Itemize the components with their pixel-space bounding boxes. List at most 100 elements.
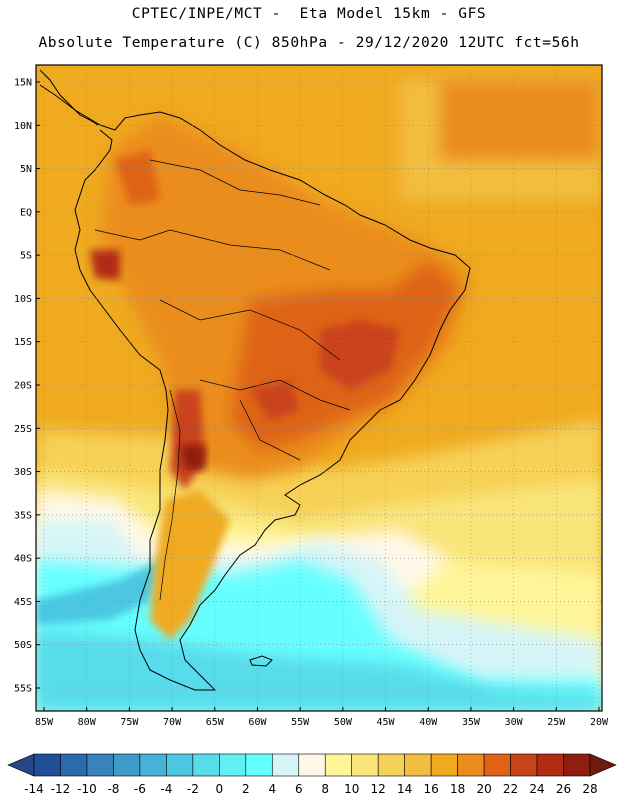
central-america-coast <box>39 69 99 126</box>
legend-swatch <box>166 753 194 777</box>
legend-swatch <box>33 753 61 777</box>
lon-label: 45W <box>377 717 396 728</box>
field-peru-hot <box>90 250 120 280</box>
legend-swatch <box>219 753 247 777</box>
legend-swatch <box>192 753 220 777</box>
legend-arrow-right <box>589 753 617 777</box>
lat-label: 25S <box>14 424 32 435</box>
lon-label: 35W <box>462 717 481 728</box>
lat-label: 35S <box>14 510 32 521</box>
legend-swatch <box>351 753 379 777</box>
falklands <box>249 655 273 667</box>
field-patagonia <box>150 490 230 640</box>
legend-swatch <box>457 753 485 777</box>
field-hot-core-1 <box>320 320 400 390</box>
legend-label: 2 <box>242 782 250 796</box>
legend-swatch <box>563 753 591 777</box>
legend-label: 26 <box>556 782 571 796</box>
field-hot-core-2 <box>250 380 300 420</box>
lat-label: 20S <box>14 381 32 392</box>
legend-label: 12 <box>371 782 386 796</box>
coastlines <box>39 69 471 691</box>
lat-label: 15N <box>14 78 32 89</box>
legend-label: 10 <box>344 782 359 796</box>
lat-label: 10S <box>14 294 32 305</box>
lat-label: 55S <box>14 684 32 695</box>
legend-label: 6 <box>295 782 303 796</box>
legend-label: 24 <box>529 782 544 796</box>
legend-label: 14 <box>397 782 412 796</box>
lat-label: 5N <box>20 164 32 175</box>
legend-swatch <box>139 753 167 777</box>
lon-label: 75W <box>120 717 139 728</box>
lon-label: 70W <box>163 717 182 728</box>
legend-arrow-left <box>7 753 35 777</box>
legend-swatch <box>86 753 114 777</box>
legend-swatch <box>430 753 458 777</box>
lat-label: 40S <box>14 554 32 565</box>
legend-label: -12 <box>51 782 71 796</box>
legend-swatch <box>510 753 538 777</box>
lon-label: 20W <box>590 717 609 728</box>
lat-label: 15S <box>14 337 32 348</box>
legend-swatch <box>404 753 432 777</box>
legend-swatch <box>271 753 300 777</box>
legend-swatch <box>377 753 405 777</box>
latitude-axis: 15N 10N 5N EQ 5S 10S 15S 20S 25S 30S 35S 40S 45S 50S 5… <box>14 78 40 695</box>
longitude-axis: 85W 80W 75W 70W 65W 60W 55W 50W 45W 40W 35W 30W 25W 2… <box>35 707 609 728</box>
lat-label: 10N <box>14 121 32 132</box>
legend-swatch <box>298 753 326 777</box>
lat-label: 45S <box>14 597 32 608</box>
border-andes <box>159 389 181 601</box>
legend-label: 16 <box>424 782 439 796</box>
south-america-coast <box>39 84 471 691</box>
legend-label: -14 <box>24 782 44 796</box>
legend-label: -10 <box>77 782 97 796</box>
legend-label: 22 <box>503 782 518 796</box>
map-frame <box>35 64 603 712</box>
field-blue-cyan <box>36 630 602 711</box>
lon-label: 50W <box>334 717 353 728</box>
border-north <box>149 159 321 206</box>
title-line-1: CPTEC/INPE/MCT - Eta Model 15km - GFS <box>131 6 487 22</box>
legend-label: 4 <box>268 782 276 796</box>
lat-label: 50S <box>14 640 32 651</box>
field-southwest-cold <box>36 560 160 625</box>
legend-swatch <box>536 753 564 777</box>
lon-label: 65W <box>206 717 225 728</box>
legend-label: -6 <box>134 782 146 796</box>
legend-swatch <box>60 753 88 777</box>
border-amazon <box>94 229 331 271</box>
temperature-field <box>36 65 602 711</box>
field-hot-spot <box>180 445 205 470</box>
border-bolivia <box>159 299 341 361</box>
lon-label: 25W <box>547 717 566 728</box>
lon-label: 85W <box>35 717 54 728</box>
lon-label: 55W <box>291 717 310 728</box>
field-caribbean-warm <box>440 80 600 160</box>
lat-label: 30S <box>14 467 32 478</box>
legend-label: 20 <box>476 782 491 796</box>
legend-label: -4 <box>160 782 172 796</box>
legend-swatch <box>245 753 273 777</box>
legend-label: -8 <box>107 782 119 796</box>
legend-swatch <box>324 753 353 777</box>
color-legend: -14 -12 -10 -8 -6 -4 -2 0 2 4 6 8 10 12 14 16 18 20 22 24 26… <box>7 753 617 796</box>
lon-label: 60W <box>248 717 267 728</box>
lon-label: 80W <box>78 717 97 728</box>
borders <box>94 159 351 601</box>
legend-label: 28 <box>582 782 597 796</box>
legend-label: -2 <box>187 782 199 796</box>
lat-label: EQ <box>20 207 32 218</box>
legend-label: 18 <box>450 782 465 796</box>
field-colombia-warm <box>115 150 160 205</box>
legend-swatch <box>113 753 141 777</box>
legend-swatch <box>483 753 511 777</box>
lat-label: 5S <box>20 251 32 262</box>
border-paraguay <box>199 379 351 411</box>
border-south-brazil <box>239 399 301 461</box>
lon-label: 40W <box>419 717 438 728</box>
title-line-2: Absolute Temperature (C) 850hPa - 29/12/… <box>38 35 580 51</box>
legend-label: 8 <box>321 782 329 796</box>
